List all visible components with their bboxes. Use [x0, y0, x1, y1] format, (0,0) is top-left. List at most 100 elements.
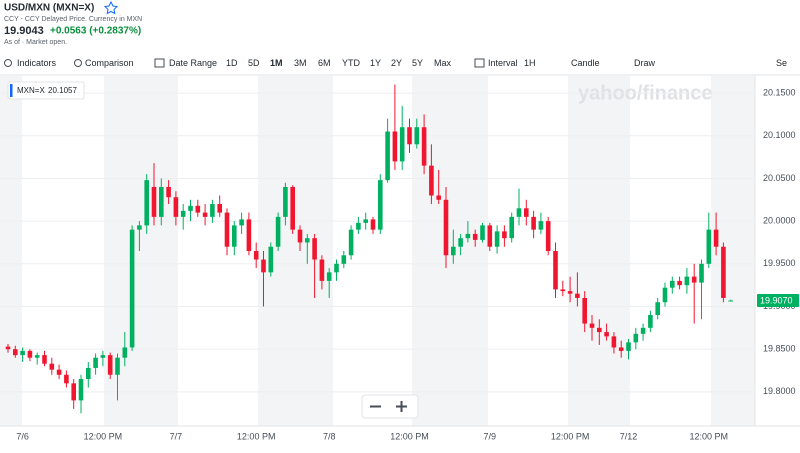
- candle-body: [713, 229, 719, 247]
- candle-body: [363, 219, 368, 223]
- candle-body: [699, 263, 704, 283]
- range-button[interactable]: 1Y: [370, 58, 381, 68]
- candle-body: [232, 225, 237, 247]
- zoom-box: [361, 394, 419, 419]
- candle-body: [728, 300, 733, 302]
- range-button[interactable]: Max: [434, 58, 452, 68]
- candle-body: [655, 302, 660, 316]
- candle-body: [567, 291, 573, 294]
- watchlist-star[interactable]: [103, 0, 119, 15]
- candle-body: [173, 197, 179, 217]
- last-price-label: 19.9070: [760, 295, 793, 305]
- y-tick-label: 20.1500: [763, 87, 796, 97]
- candle-body: [239, 219, 244, 226]
- interval-value[interactable]: 1H: [524, 58, 536, 68]
- candle-body: [611, 336, 617, 348]
- candle-body: [137, 225, 142, 230]
- candle-body: [210, 204, 215, 217]
- candle-body: [378, 180, 383, 230]
- candle-body: [348, 229, 354, 256]
- candle-body: [246, 219, 252, 251]
- candle-body: [465, 233, 471, 239]
- range-button[interactable]: 5D: [248, 58, 260, 68]
- range-button[interactable]: 1M: [270, 58, 283, 68]
- candle-body: [159, 186, 164, 217]
- candle-body: [443, 199, 449, 256]
- candle-body: [458, 238, 463, 247]
- symbol-title: USD/MXN (MXN=X): [4, 3, 94, 14]
- settings-button[interactable]: Se: [776, 58, 787, 68]
- range-button[interactable]: 1D: [226, 58, 238, 68]
- x-tick-label: 12:00 PM: [84, 431, 123, 441]
- range-button[interactable]: YTD: [342, 58, 361, 68]
- candle-body: [312, 238, 317, 260]
- candle-body: [283, 186, 288, 217]
- candle-body: [188, 205, 193, 211]
- band: [0, 76, 22, 426]
- candle-body: [677, 280, 682, 286]
- candle-body: [487, 225, 493, 247]
- x-tick-label: 7/6: [16, 431, 29, 441]
- x-tick-label: 12:00 PM: [551, 431, 590, 441]
- legend: [7, 81, 85, 100]
- candle-body: [414, 127, 420, 145]
- candle-body: [290, 186, 295, 230]
- icon: [74, 59, 82, 67]
- band: [711, 76, 755, 426]
- x-tick-label: 7/7: [170, 431, 183, 441]
- candle-body: [107, 355, 113, 375]
- price-change: +0.0563 (+0.2837%): [50, 26, 141, 37]
- candle-body: [370, 219, 376, 230]
- candle-body: [582, 297, 587, 324]
- range-button[interactable]: 5Y: [412, 58, 423, 68]
- candle-body: [633, 333, 639, 343]
- date-range-button[interactable]: Date Range: [169, 58, 217, 68]
- legend-value: 20.1057: [48, 86, 77, 95]
- candle-body: [670, 280, 675, 288]
- candle-body: [436, 195, 441, 200]
- candle-body: [100, 355, 106, 358]
- candle-body: [144, 180, 149, 226]
- indicators-button[interactable]: Indicators: [17, 58, 57, 68]
- candle-body: [524, 208, 529, 217]
- toolbar: Indicators Comparison Date Range 1D 5D 1M 3…: [4, 58, 787, 68]
- icon: [4, 59, 12, 67]
- candle-body: [502, 231, 507, 239]
- candle-body: [217, 204, 222, 213]
- y-tick-label: 20.0500: [763, 173, 796, 183]
- draw-button[interactable]: Draw: [634, 58, 656, 68]
- candle-body: [618, 347, 624, 351]
- chart-style-button[interactable]: Candle: [571, 58, 600, 68]
- candle-body: [451, 246, 456, 256]
- candle-body: [392, 131, 398, 162]
- candle-body: [166, 186, 171, 198]
- y-tick-label: 19.9500: [763, 258, 796, 268]
- legend-swatch: [10, 84, 13, 97]
- candle-body: [472, 233, 478, 240]
- comparison-button[interactable]: Comparison: [85, 58, 134, 68]
- candle-body: [553, 251, 558, 290]
- candle-body: [626, 342, 631, 351]
- candle-body: [71, 383, 76, 401]
- candle-body: [261, 259, 266, 273]
- candle-body: [78, 379, 84, 401]
- range-button[interactable]: 6M: [318, 58, 331, 68]
- y-tick-label: 19.8500: [763, 344, 796, 354]
- candle-body: [13, 349, 18, 356]
- candle-body: [115, 357, 120, 375]
- band: [104, 76, 178, 426]
- subtitle: CCY - CCY Delayed Price. Currency in MXN: [4, 16, 142, 23]
- interval-button[interactable]: Interval: [488, 58, 518, 68]
- x-tick-label: 12:00 PM: [237, 431, 276, 441]
- x-tick-label: 7/9: [484, 431, 497, 441]
- candle-body: [407, 127, 412, 145]
- candle-body: [509, 216, 514, 239]
- range-button[interactable]: 3M: [294, 58, 307, 68]
- candle-body: [662, 287, 668, 303]
- range-button[interactable]: 2Y: [391, 58, 402, 68]
- candle-body: [326, 272, 332, 281]
- legend-name: MXN=X: [17, 86, 45, 95]
- candle-body: [494, 231, 500, 247]
- candle-body: [604, 332, 609, 337]
